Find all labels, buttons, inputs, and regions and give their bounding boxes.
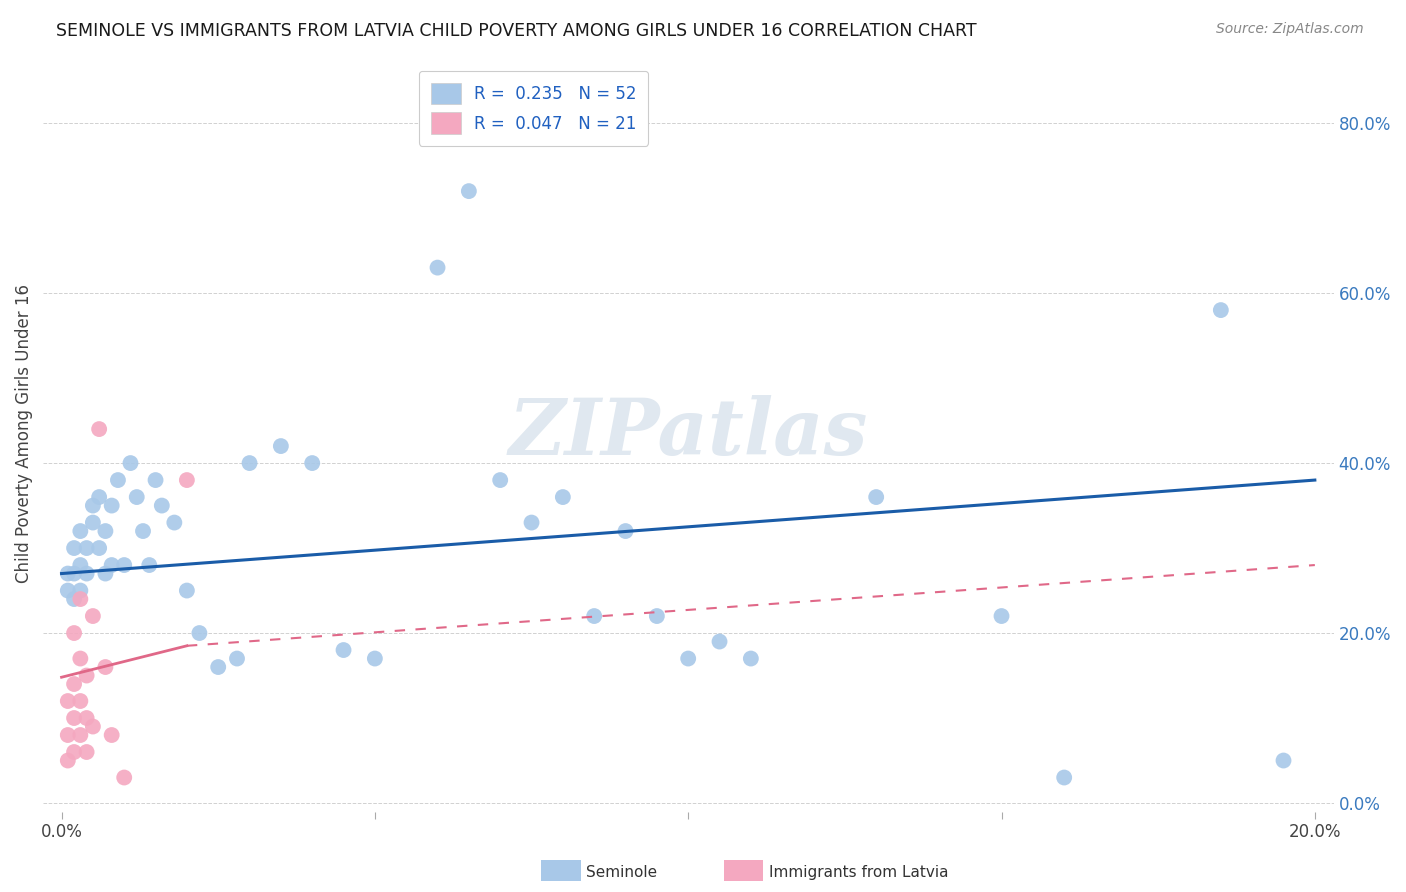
Point — [125, 490, 148, 504]
Point — [489, 473, 512, 487]
Point — [188, 626, 211, 640]
Point — [100, 728, 122, 742]
Point — [1272, 754, 1295, 768]
Point — [69, 583, 91, 598]
Point — [112, 558, 135, 572]
Point — [76, 541, 98, 555]
Point — [138, 558, 160, 572]
Point — [270, 439, 292, 453]
Point — [63, 745, 86, 759]
Point — [82, 499, 104, 513]
Point — [89, 490, 111, 504]
Point — [226, 651, 249, 665]
Point — [94, 660, 117, 674]
Point — [76, 745, 98, 759]
Point — [63, 711, 86, 725]
Point — [426, 260, 449, 275]
Point — [364, 651, 387, 665]
Y-axis label: Child Poverty Among Girls Under 16: Child Poverty Among Girls Under 16 — [15, 284, 32, 582]
Point — [614, 524, 637, 538]
Point — [132, 524, 155, 538]
Point — [56, 728, 79, 742]
Point — [865, 490, 887, 504]
Point — [709, 634, 731, 648]
Point — [56, 566, 79, 581]
Point — [94, 524, 117, 538]
Text: Immigrants from Latvia: Immigrants from Latvia — [769, 865, 949, 880]
Point — [457, 184, 479, 198]
Point — [100, 499, 122, 513]
Point — [63, 566, 86, 581]
Point — [69, 524, 91, 538]
Point — [332, 643, 354, 657]
Point — [520, 516, 543, 530]
Point — [163, 516, 186, 530]
Point — [100, 558, 122, 572]
Point — [238, 456, 260, 470]
Point — [990, 609, 1012, 624]
Point — [1053, 771, 1076, 785]
Point — [740, 651, 762, 665]
Legend: R =  0.235   N = 52, R =  0.047   N = 21: R = 0.235 N = 52, R = 0.047 N = 21 — [419, 71, 648, 145]
Point — [63, 541, 86, 555]
Point — [176, 473, 198, 487]
Point — [89, 541, 111, 555]
Point — [112, 771, 135, 785]
Point — [69, 694, 91, 708]
Point — [76, 668, 98, 682]
Point — [76, 566, 98, 581]
Point — [69, 651, 91, 665]
Point — [82, 516, 104, 530]
Point — [69, 728, 91, 742]
Text: ZIPatlas: ZIPatlas — [509, 395, 868, 472]
Point — [120, 456, 142, 470]
Point — [583, 609, 606, 624]
Point — [176, 583, 198, 598]
Point — [69, 592, 91, 607]
Point — [82, 719, 104, 733]
Point — [56, 754, 79, 768]
Point — [56, 583, 79, 598]
Point — [645, 609, 668, 624]
Point — [676, 651, 699, 665]
Point — [145, 473, 167, 487]
Point — [76, 711, 98, 725]
Point — [551, 490, 574, 504]
Text: SEMINOLE VS IMMIGRANTS FROM LATVIA CHILD POVERTY AMONG GIRLS UNDER 16 CORRELATIO: SEMINOLE VS IMMIGRANTS FROM LATVIA CHILD… — [56, 22, 977, 40]
Point — [1209, 303, 1232, 318]
Text: Seminole: Seminole — [586, 865, 658, 880]
Point — [63, 592, 86, 607]
Point — [63, 677, 86, 691]
Point — [63, 626, 86, 640]
Point — [107, 473, 129, 487]
Point — [82, 609, 104, 624]
Point — [150, 499, 173, 513]
Point — [89, 422, 111, 436]
Point — [207, 660, 229, 674]
Point — [94, 566, 117, 581]
Text: Source: ZipAtlas.com: Source: ZipAtlas.com — [1216, 22, 1364, 37]
Point — [56, 694, 79, 708]
Point — [301, 456, 323, 470]
Point — [69, 558, 91, 572]
